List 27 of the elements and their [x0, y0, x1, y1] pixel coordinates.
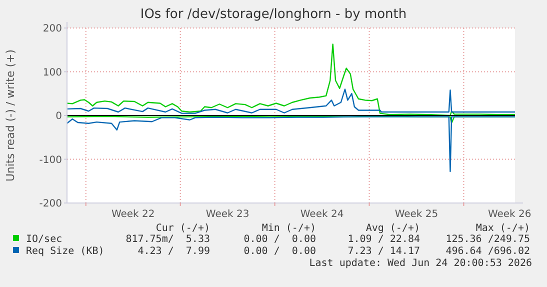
- text: Last update: Wed Jun 24 20:00:53 2026: [309, 258, 532, 269]
- text: Min (-/+): [262, 223, 316, 234]
- text: Avg (-/+): [366, 223, 420, 234]
- y-tick-label: 200: [42, 24, 62, 34]
- x-tick-label: Week 24: [300, 209, 344, 220]
- text: Max (-/+): [476, 223, 530, 234]
- y-axis-title: Units read (-) / write (+): [4, 49, 17, 182]
- x-tick-label: Week 23: [206, 209, 250, 220]
- text: 496.64 /696.02: [446, 246, 530, 257]
- text: 4.23 / 7.99: [138, 246, 210, 257]
- text: 1.09 / 22.84: [348, 234, 420, 245]
- y-tick-label: -100: [39, 154, 62, 166]
- y-tick-label: 0: [56, 111, 62, 122]
- text: Cur (-/+): [156, 223, 210, 234]
- text: 125.36 /249.75: [446, 234, 530, 245]
- y-tick-label: 100: [42, 67, 62, 78]
- y-tick-label: -200: [39, 198, 62, 210]
- x-tick-label: Week 22: [111, 209, 155, 220]
- x-tick-label: Week 25: [394, 209, 438, 220]
- x-tick-label: Week 26: [488, 209, 532, 220]
- legend-label: Req Size (KB): [26, 246, 104, 257]
- text: 7.23 / 14.17: [348, 246, 420, 257]
- text: 0.00 / 0.00: [244, 234, 316, 245]
- text: 817.75m/ 5.33: [126, 234, 210, 245]
- chart-title: IOs for /dev/storage/longhorn - by month: [140, 7, 407, 22]
- text: 0.00 / 0.00: [244, 246, 316, 257]
- legend-label: IO/sec: [26, 234, 62, 245]
